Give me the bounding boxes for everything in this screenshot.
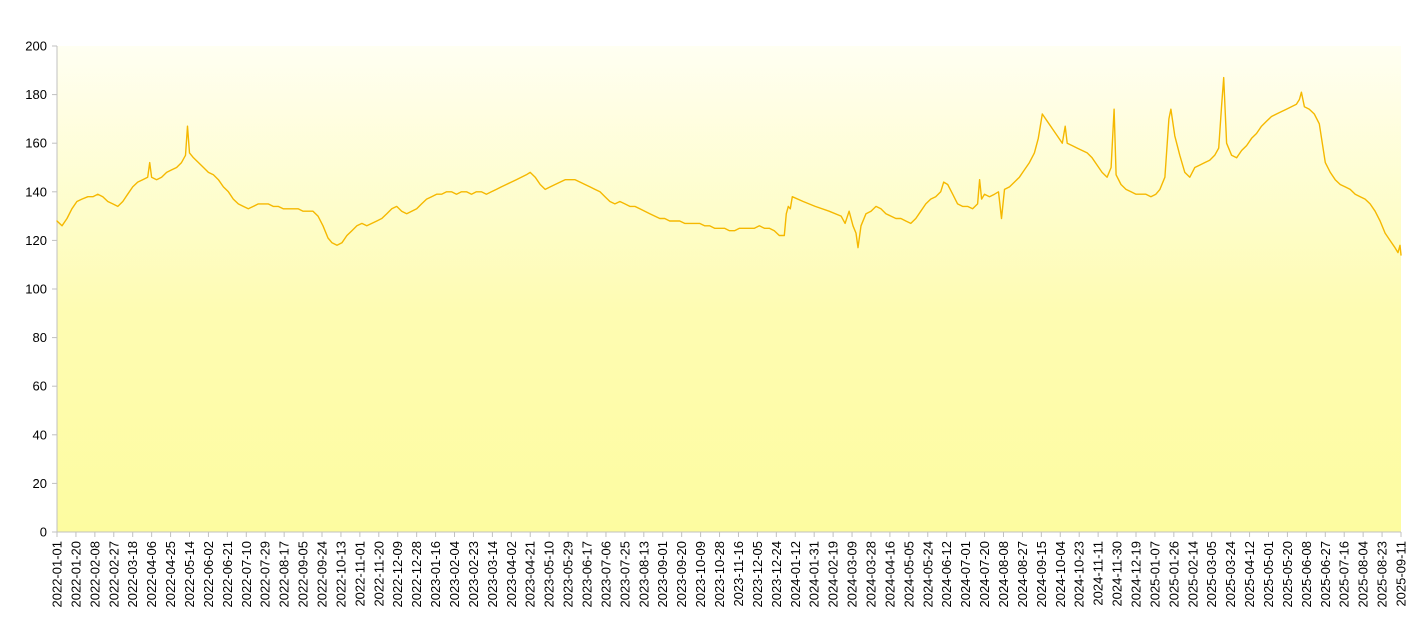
x-tick-label: 2025-03-24 — [1223, 541, 1238, 608]
x-tick-label: 2024-10-23 — [1072, 541, 1087, 608]
y-tick-label: 120 — [25, 233, 47, 248]
x-tick-label: 2025-02-14 — [1185, 541, 1200, 608]
x-tick-label: 2022-07-10 — [239, 541, 254, 608]
x-tick-label: 2023-09-01 — [655, 541, 670, 608]
x-tick-label: 2023-09-20 — [674, 541, 689, 608]
x-tick-label: 2022-09-24 — [315, 541, 330, 608]
x-tick-label: 2022-03-18 — [125, 541, 140, 608]
y-tick-label: 20 — [33, 476, 47, 491]
x-tick-label: 2024-01-12 — [788, 541, 803, 608]
x-tick-label: 2024-06-12 — [939, 541, 954, 608]
y-tick-label: 140 — [25, 184, 47, 199]
series-line — [56, 76, 1402, 256]
x-tick-label: 2022-01-01 — [50, 541, 65, 608]
x-tick-label: 2023-10-28 — [712, 541, 727, 608]
x-tick-label: 2024-07-01 — [958, 541, 973, 608]
x-tick-label: 2024-04-16 — [882, 541, 897, 608]
x-tick-label: 2024-12-19 — [1128, 541, 1143, 608]
x-tick-label: 2022-04-06 — [144, 541, 159, 608]
x-tick-label: 2022-04-25 — [163, 541, 178, 608]
x-tick-label: 2022-02-08 — [87, 541, 102, 608]
y-tick-label: 60 — [33, 379, 47, 394]
x-tick-label: 2022-02-27 — [106, 541, 121, 608]
x-tick-label: 2022-11-20 — [371, 541, 386, 607]
x-tick-label: 2024-02-19 — [826, 541, 841, 608]
x-tick-label: 2025-06-08 — [1299, 541, 1314, 608]
x-tick-label: 2024-03-28 — [863, 541, 878, 608]
x-tick-label: 2024-11-11 — [1091, 541, 1106, 606]
x-tick-label: 2024-05-24 — [920, 541, 935, 608]
x-tick-label: 2025-05-20 — [1280, 541, 1295, 608]
x-tick-label: 2024-08-08 — [996, 541, 1011, 608]
x-tick-label: 2023-07-25 — [617, 541, 632, 608]
x-tick-label: 2022-10-13 — [333, 541, 348, 608]
x-tick-label: 2022-11-01 — [352, 541, 367, 607]
x-tick-label: 2022-06-02 — [201, 541, 216, 608]
plot-area-background — [57, 46, 1401, 532]
x-tick-label: 2023-05-29 — [561, 541, 576, 608]
x-tick-label: 2022-07-29 — [258, 541, 273, 608]
x-tick-label: 2022-08-17 — [277, 541, 292, 608]
x-tick-label: 2022-09-05 — [296, 541, 311, 608]
y-tick-label: 200 — [25, 39, 47, 54]
x-tick-label: 2025-05-01 — [1261, 541, 1276, 608]
y-tick-label: 100 — [25, 282, 47, 297]
x-tick-label: 2023-02-04 — [447, 541, 462, 608]
y-tick-label: 160 — [25, 136, 47, 151]
x-tick-label: 2024-03-09 — [845, 541, 860, 608]
x-tick-label: 2025-03-05 — [1204, 541, 1219, 608]
x-tick-label: 2022-12-09 — [390, 541, 405, 608]
y-tick-label: 0 — [40, 525, 47, 540]
x-tick-label: 2025-01-26 — [1166, 541, 1181, 608]
x-tick-label: 2023-02-23 — [466, 541, 481, 608]
x-tick-label: 2023-03-14 — [485, 541, 500, 608]
x-tick-label: 2024-11-30 — [1110, 541, 1125, 607]
x-tick-label: 2022-05-14 — [182, 541, 197, 608]
x-tick-label: 2022-06-21 — [220, 541, 235, 608]
x-tick-label: 2025-08-04 — [1356, 541, 1371, 608]
x-tick-label: 2023-08-13 — [636, 541, 651, 608]
y-tick-label: 80 — [33, 330, 47, 345]
y-axis: 0 20 40 60 80 100 120 140 160 180 200 — [25, 39, 58, 540]
x-tick-label: 2023-01-16 — [428, 541, 443, 608]
x-tick-label: 2024-10-04 — [1053, 541, 1068, 608]
x-tick-label: 2023-12-24 — [769, 541, 784, 608]
x-tick-label: 2025-08-23 — [1375, 541, 1390, 608]
x-tick-label: 2023-05-10 — [542, 541, 557, 608]
x-tick-label: 2025-09-11 — [1394, 541, 1409, 607]
x-tick-label: 2022-12-28 — [409, 541, 424, 608]
x-tick-label: 2024-09-15 — [1034, 541, 1049, 608]
x-tick-label: 2025-07-16 — [1337, 541, 1352, 608]
x-tick-label: 2023-04-02 — [504, 541, 519, 608]
x-tick-label: 2024-07-20 — [977, 541, 992, 608]
y-tick-label: 40 — [33, 427, 47, 442]
series-layer — [56, 76, 1402, 256]
x-tick-label: 2023-04-21 — [523, 541, 538, 608]
x-tick-label: 2023-12-05 — [750, 541, 765, 608]
x-tick-label: 2023-06-17 — [580, 541, 595, 608]
x-tick-label: 2023-10-09 — [693, 541, 708, 608]
x-tick-label: 2022-01-20 — [68, 541, 83, 608]
x-tick-label: 2025-04-12 — [1242, 541, 1257, 608]
x-tick-label: 2023-11-16 — [731, 541, 746, 607]
x-tick-label: 2024-01-31 — [807, 541, 822, 608]
x-tick-label: 2023-07-06 — [598, 541, 613, 608]
y-tick-label: 180 — [25, 87, 47, 102]
x-tick-label: 2025-01-07 — [1147, 541, 1162, 608]
x-tick-label: 2024-05-05 — [901, 541, 916, 608]
x-tick-label: 2024-08-27 — [1015, 541, 1030, 608]
x-axis: 2022-01-01 2022-01-20 2022-02-08 2022-02-27… — [50, 531, 1409, 608]
x-tick-label: 2025-06-27 — [1318, 541, 1333, 608]
